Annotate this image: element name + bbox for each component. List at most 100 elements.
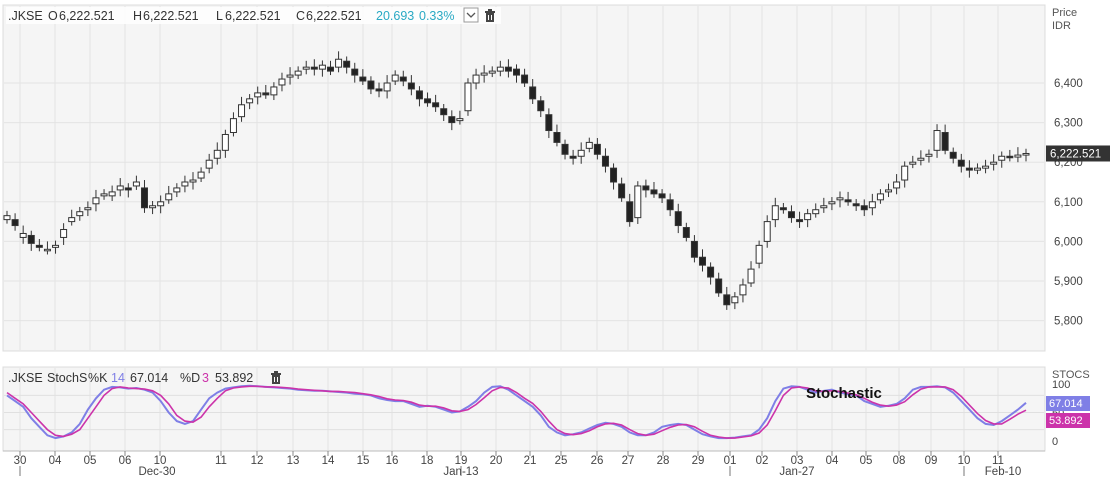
x-tick-label: 10 [958,455,971,467]
stochastic-annotation: Stochastic [806,385,882,402]
candle [504,59,512,78]
candle [634,181,642,224]
candle [116,178,124,197]
x-tick-label: 05 [84,455,97,467]
svg-text:.JKSE StochS %K: .JKSE StochS %K 14 67.014 %D 3 53.892 [8,371,253,385]
x-tick-label: 27 [622,455,635,467]
x-tick-label: 12 [251,455,264,467]
stoch-pane[interactable] [2,366,1046,452]
candle [610,163,618,190]
price-tick-label: 6,100 [1054,197,1083,209]
candle [359,69,367,85]
candle [351,62,359,83]
candle [917,150,925,166]
candle [885,183,893,198]
candle [957,153,965,173]
candle [1022,148,1030,162]
price-pane[interactable] [2,4,1046,352]
candle [828,197,836,211]
candle [124,183,132,198]
svg-text:6,222.521: 6,222.521 [1050,148,1101,160]
candle [771,197,779,228]
legend-h-value: 6,222.521 [143,9,199,23]
svg-text:.JKSE O 6,222.521: .JKSE O 6,222.521 H 6,222.521 L 6,222.52… [8,9,454,23]
stoch-legend: .JKSE StochS %K 14 67.014 %D 3 53.892 [8,371,281,385]
svg-text:67.014: 67.014 [1049,398,1083,410]
candle [723,286,731,310]
candle [755,240,763,269]
candle [868,193,876,216]
trash-icon[interactable] [485,9,495,22]
candle [909,155,917,169]
candle [205,153,213,174]
candle [246,94,254,110]
candle [213,142,221,165]
candle [440,103,448,122]
candle [658,189,666,203]
candles [3,51,1030,310]
x-month-label: Jan-27 [779,466,814,478]
x-tick-label: 13 [287,455,300,467]
candle [472,68,480,90]
candle [545,108,553,139]
stoch-name: StochS [47,371,87,385]
x-tick-label: 04 [826,455,839,467]
candle [933,124,941,158]
stoch-k-label: %K [88,371,108,385]
candle [796,211,804,228]
x-tick-label: 29 [692,455,705,467]
stoch-axis-title: STOCS [1052,369,1090,381]
legend-l-label: L [216,9,223,23]
stoch-k-period: 14 [111,371,125,385]
candle [521,68,529,87]
x-tick-label: 30 [14,455,27,467]
candle [690,235,698,263]
candle [836,191,844,208]
legend-change: 20.693 [376,9,414,23]
candle [270,82,278,101]
candle [731,292,739,310]
candle [367,76,375,95]
legend-h-label: H [133,9,142,23]
candle [84,201,92,217]
x-tick-label: 11 [992,455,1004,467]
candle [925,149,933,163]
candle [19,225,27,244]
x-tick-label: 10 [154,455,167,467]
candle [157,195,165,214]
candle [585,137,593,153]
candle [108,185,116,202]
candle [973,163,981,175]
price-grid [4,6,1044,350]
x-tick-label: 02 [756,455,769,467]
stoch-d-value: 53.892 [215,371,253,385]
candle [1014,147,1022,163]
candle [990,154,998,171]
candle [949,147,957,164]
x-tick-label: 28 [657,455,670,467]
candle [666,193,674,217]
candle [424,92,432,107]
candle [901,161,909,188]
x-tick-label: 18 [421,455,434,467]
candle [553,124,561,147]
candle [294,66,302,80]
candle [92,189,100,212]
price-axis-title: Price [1052,7,1077,19]
x-month-label: Feb-10 [985,466,1021,478]
candle [496,60,504,77]
candle [860,199,868,217]
candle [561,139,569,160]
chevron-down-icon[interactable] [463,7,479,23]
candle [140,180,148,213]
stoch-trash-icon[interactable] [271,371,281,384]
candle [739,278,747,303]
candle [682,222,690,242]
svg-text:53.892: 53.892 [1049,415,1083,427]
candle [383,75,391,99]
candle [326,60,334,76]
candle [181,175,189,193]
